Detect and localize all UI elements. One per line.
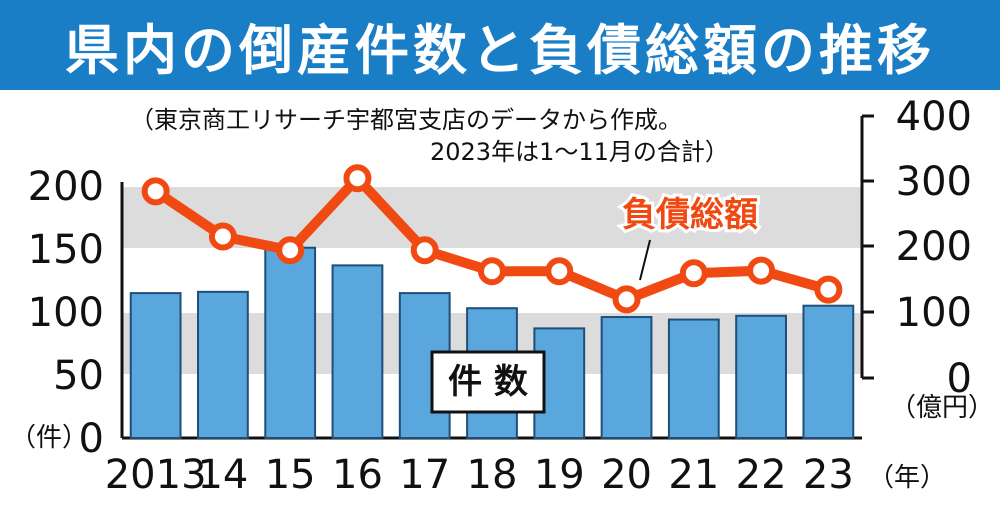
debt-point-20: [612, 285, 641, 314]
bar-legend-box: 件 数: [430, 350, 546, 414]
line-series: [141, 164, 843, 314]
line-legend: 負債総額: [619, 192, 761, 281]
debt-point-21: [679, 259, 708, 288]
right-tick-label: 100: [896, 290, 972, 336]
x-tick-label: 23: [803, 452, 854, 498]
line-series-label: 負債総額: [622, 195, 758, 235]
chart-title: 県内の倒産件数と負債総額の推移: [65, 18, 935, 82]
right-tick-label: 400: [896, 94, 972, 140]
left-tick-label: 50: [53, 353, 104, 399]
bar-15: [264, 246, 317, 439]
bar-17: [398, 292, 451, 439]
debt-point-22: [747, 256, 776, 285]
bar-22: [735, 314, 787, 439]
x-tick-label: 14: [197, 452, 248, 498]
chart-title-bar: 県内の倒産件数と負債総額の推移: [0, 0, 1000, 90]
debt-point-19: [545, 257, 574, 286]
left-tick-label: 150: [28, 227, 104, 273]
x-tick-label: 15: [265, 452, 316, 498]
bar-16: [331, 264, 384, 439]
line-label-leader: [639, 239, 651, 281]
debt-point-14: [208, 222, 237, 251]
right-axis-unit: （億円）: [890, 393, 994, 423]
debt-point-16: [343, 164, 372, 193]
x-tick-label: 22: [736, 452, 787, 498]
x-tick-label: 18: [467, 452, 518, 498]
left-tick-label: 200: [28, 164, 104, 210]
x-tick-label: 16: [332, 452, 383, 498]
bar-20: [600, 316, 653, 440]
bar-series: [129, 246, 855, 440]
debt-point-15: [276, 236, 305, 265]
left-tick-label: 100: [28, 290, 104, 336]
right-tick-label: 200: [896, 224, 972, 270]
x-axis-unit: （年）: [868, 463, 946, 493]
source-note-line-1: （東京商工リサーチ宇都宮支店のデータから作成。: [130, 106, 682, 134]
bar-21: [667, 318, 720, 439]
right-tick-label: 0: [947, 356, 972, 402]
debt-point-17: [410, 236, 439, 265]
right-axis-ticks: [862, 114, 874, 380]
left-tick-label: 0: [79, 416, 104, 462]
x-tick-label: 2013: [105, 452, 207, 498]
x-tick-label: 17: [399, 452, 450, 498]
bar-series-label: 件 数: [448, 362, 528, 402]
x-tick-label: 21: [668, 452, 719, 498]
bar-14: [197, 290, 249, 439]
debt-point-18: [478, 257, 506, 286]
debt-point-23: [814, 275, 843, 304]
source-note-line-2: 2023年は1～11月の合計）: [430, 138, 729, 166]
bar-23: [802, 304, 855, 440]
right-tick-label: 300: [896, 159, 972, 205]
x-tick-label: 20: [601, 452, 652, 498]
x-tick-label: 19: [534, 452, 585, 498]
debt-point-2013: [141, 177, 170, 206]
left-axis-unit: （件）: [10, 423, 88, 453]
bar-2013: [129, 292, 182, 439]
